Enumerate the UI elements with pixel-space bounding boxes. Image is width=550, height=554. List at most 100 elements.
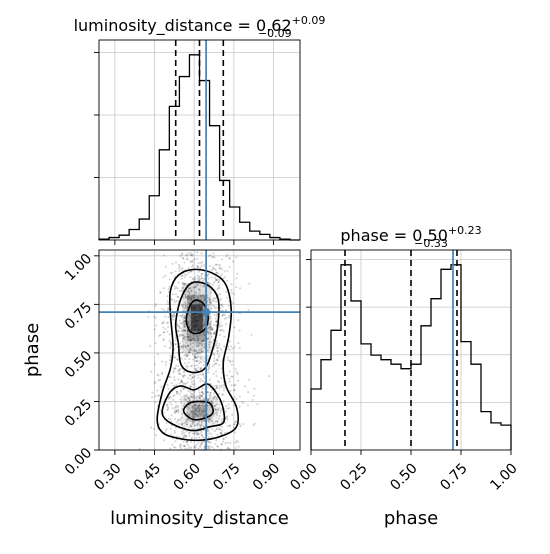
- sample-point: [186, 354, 189, 357]
- sample-point: [196, 302, 199, 305]
- sample-point: [183, 398, 186, 401]
- sample-point: [198, 420, 201, 423]
- sample-point: [234, 441, 237, 444]
- sample-point: [208, 394, 211, 397]
- sample-point: [191, 432, 194, 435]
- sample-point: [202, 373, 205, 376]
- sample-point: [171, 407, 174, 410]
- sample-point: [170, 403, 173, 406]
- sample-point: [188, 296, 191, 299]
- sample-point: [194, 359, 197, 362]
- sample-point: [182, 337, 185, 340]
- sample-point: [185, 364, 188, 367]
- sample-point: [202, 285, 205, 288]
- sample-point: [198, 408, 201, 411]
- sample-point: [181, 340, 184, 343]
- sample-point: [192, 423, 195, 426]
- sample-point: [228, 265, 231, 268]
- sample-point: [182, 434, 185, 437]
- title-text: luminosity_distance = 0.62: [74, 16, 292, 36]
- sample-point: [178, 315, 181, 318]
- sample-point: [208, 297, 211, 300]
- sample-point: [181, 253, 184, 256]
- sample-point: [200, 422, 203, 425]
- sample-point: [172, 394, 175, 397]
- sample-point: [190, 253, 193, 256]
- sample-point: [197, 338, 200, 341]
- sample-point: [231, 347, 234, 350]
- sample-point: [163, 309, 166, 312]
- sample-point: [192, 338, 195, 341]
- sample-point: [199, 378, 202, 381]
- sample-point: [207, 446, 210, 449]
- sample-point: [192, 421, 195, 424]
- sample-point: [200, 394, 203, 397]
- sample-point: [215, 272, 218, 275]
- sample-point: [184, 433, 187, 436]
- sample-point: [233, 292, 236, 295]
- sample-point: [208, 341, 211, 344]
- sample-point: [193, 396, 196, 399]
- sample-point: [226, 356, 229, 359]
- sample-point: [190, 289, 193, 292]
- sample-point: [210, 256, 213, 259]
- sample-point: [217, 281, 220, 284]
- sample-point: [227, 316, 230, 319]
- sample-point: [197, 270, 200, 273]
- sample-point: [180, 327, 183, 330]
- sample-point: [228, 370, 231, 373]
- sample-point: [235, 420, 238, 423]
- sample-point: [239, 287, 242, 290]
- sample-point: [172, 314, 175, 317]
- sample-point: [214, 344, 217, 347]
- sample-point: [186, 297, 189, 300]
- sample-point: [154, 382, 157, 385]
- sample-point: [188, 351, 191, 354]
- x-tick-label: 0.45: [131, 460, 164, 493]
- sample-point: [199, 426, 202, 429]
- sample-point: [187, 414, 190, 417]
- sample-point: [200, 395, 203, 398]
- sample-point: [189, 395, 192, 398]
- sample-point: [196, 355, 199, 358]
- x-tick-label: 0.30: [91, 460, 124, 493]
- sample-point: [225, 316, 228, 319]
- sample-point: [189, 343, 192, 346]
- sample-point: [199, 266, 202, 269]
- sample-point: [186, 252, 189, 255]
- sample-point: [177, 281, 180, 284]
- sample-point: [157, 374, 160, 377]
- sample-point: [181, 386, 184, 389]
- sample-point: [198, 404, 201, 407]
- sample-point: [218, 381, 221, 384]
- sample-point: [218, 298, 221, 301]
- sample-point: [199, 380, 202, 383]
- sample-point: [193, 349, 196, 352]
- sample-point: [181, 422, 184, 425]
- sample-point: [167, 287, 170, 290]
- sample-point: [189, 254, 192, 257]
- sample-point: [203, 324, 206, 327]
- sample-point: [232, 404, 235, 407]
- sample-point: [202, 373, 205, 376]
- sample-point: [176, 358, 179, 361]
- sample-point: [183, 395, 186, 398]
- sample-point: [213, 357, 216, 360]
- sample-point: [181, 267, 184, 270]
- density-cell: [191, 405, 208, 418]
- sample-point: [215, 386, 218, 389]
- sample-point: [196, 432, 199, 435]
- sample-point: [154, 401, 157, 404]
- sample-point: [221, 305, 224, 308]
- sample-point: [235, 371, 238, 374]
- sample-point: [226, 374, 229, 377]
- sample-point: [169, 418, 172, 421]
- sample-point: [196, 407, 199, 410]
- sample-point: [199, 261, 202, 264]
- sample-point: [195, 369, 198, 372]
- sample-point: [183, 362, 186, 365]
- sample-point: [200, 295, 203, 298]
- sample-point: [184, 336, 187, 339]
- sample-point: [215, 313, 218, 316]
- sample-point: [181, 430, 184, 433]
